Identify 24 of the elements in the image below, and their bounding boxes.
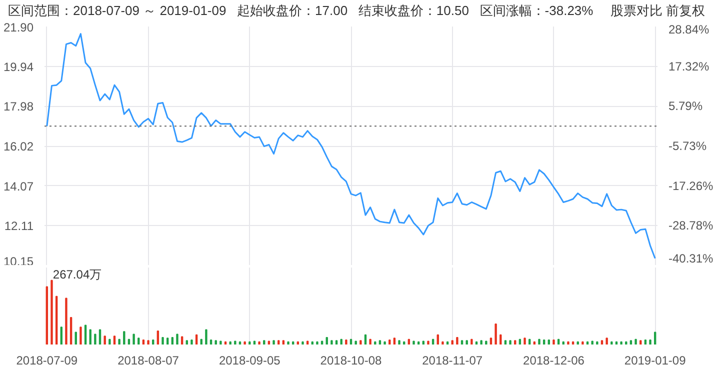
- y2-tick-label: 28.84%: [668, 22, 710, 36]
- y2-tick-label: -17.26%: [668, 178, 714, 193]
- x-tick-label: 2018-09-05: [218, 354, 281, 367]
- x-tick-label: 2018-07-09: [16, 354, 78, 367]
- text: 股票对比 前复权: [610, 3, 705, 18]
- y-tick-label: 17.98: [3, 100, 34, 114]
- x-tick-label: 2018-11-07: [422, 354, 483, 367]
- y2-tick-label: -28.78%: [668, 218, 714, 233]
- x-tick-label: 2019-01-09: [624, 354, 686, 367]
- y-tick-label: 16.02: [3, 140, 34, 154]
- y-tick-label: 12.11: [4, 219, 34, 234]
- y-tick-label: 21.90: [3, 20, 34, 34]
- x-tick-label: 2018-10-08: [320, 354, 382, 367]
- y-tick-label: 19.94: [3, 60, 34, 74]
- text: 区间范围：2018-07-09 ～ 2019-01-09 起始收盘价：17.00 结束收盘价：10.50 区间涨幅：-38.23%: [8, 3, 594, 18]
- y2-tick-label: -5.73%: [668, 138, 707, 153]
- line-series: [46, 33, 656, 260]
- x-tick-label: 2018-08-07: [118, 354, 180, 367]
- y2-tick-label: 5.79%: [668, 99, 703, 114]
- y-tick-label: 14.07: [3, 179, 34, 194]
- x-tick-label: 2018-12-06: [523, 354, 585, 367]
- y2-tick-label: 17.32%: [668, 59, 710, 74]
- y2-tick-label: -40.31%: [668, 252, 714, 266]
- annotation: 267.04万: [52, 268, 102, 282]
